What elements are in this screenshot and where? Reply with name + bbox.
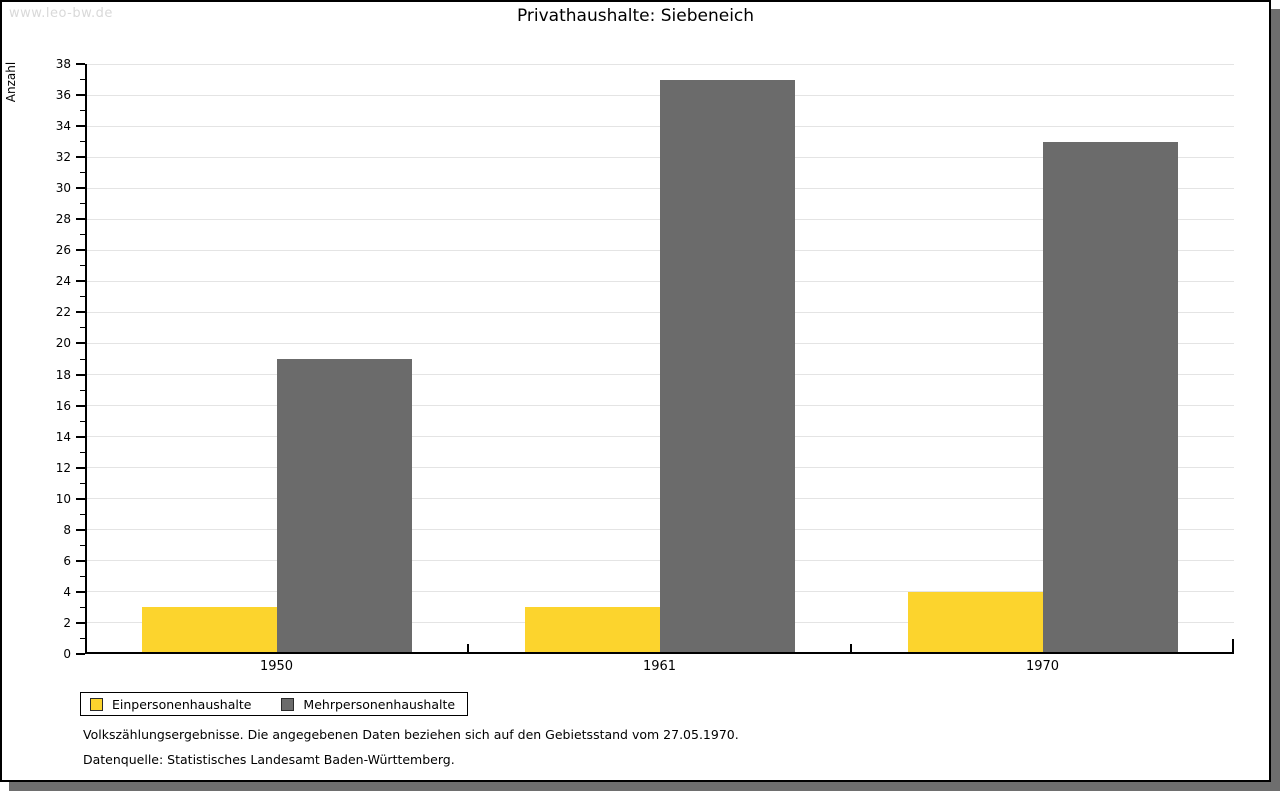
y-minor-tick-5 xyxy=(80,575,85,577)
y-tick-label-4: 4 xyxy=(63,584,71,599)
y-minor-tick-9 xyxy=(80,513,85,515)
gridline-38 xyxy=(87,63,1234,65)
y-tick-label-6: 6 xyxy=(63,553,71,568)
bar-mehrpersonenhaushalte-1950 xyxy=(276,359,412,654)
y-minor-tick-25 xyxy=(80,265,85,267)
watermark: www.leo-bw.de xyxy=(9,6,113,21)
legend: Einpersonenhaushalte Mehrpersonenhaushal… xyxy=(80,692,469,716)
y-tick-20 xyxy=(76,342,85,345)
y-tick-label-20: 20 xyxy=(55,336,71,351)
plot-area: 0 2 4 6 8 10 12 14 16 18 20 22 24 26 28 30 32 34 36 38 1950 1… xyxy=(56,57,1234,674)
y-tick-2 xyxy=(76,621,85,624)
y-minor-tick-31 xyxy=(80,172,85,174)
y-minor-tick-19 xyxy=(80,358,85,360)
bar-einpersonenhaushalte-1961 xyxy=(524,607,660,654)
y-tick-label-10: 10 xyxy=(55,491,71,506)
x-axis-line xyxy=(85,652,1234,654)
legend-label-einpersonenhaushalte: Einpersonenhaushalte xyxy=(112,696,252,712)
y-tick-label-16: 16 xyxy=(55,398,71,413)
y-minor-tick-35 xyxy=(80,110,85,112)
x-category-label-1970: 1970 xyxy=(1025,659,1060,674)
y-tick-label-30: 30 xyxy=(55,181,71,196)
footnote-line1: Volkszählungsergebnisse. Die angegebenen… xyxy=(83,727,739,742)
y-minor-tick-3 xyxy=(80,606,85,608)
y-minor-tick-13 xyxy=(80,451,85,453)
y-minor-tick-29 xyxy=(80,203,85,205)
y-tick-30 xyxy=(76,187,85,190)
y-tick-label-8: 8 xyxy=(63,522,71,537)
y-tick-22 xyxy=(76,311,85,314)
y-tick-8 xyxy=(76,528,85,531)
y-tick-label-36: 36 xyxy=(55,88,71,103)
bar-mehrpersonenhaushalte-1961 xyxy=(659,79,795,654)
legend-item-mehrpersonenhaushalte: Mehrpersonenhaushalte xyxy=(281,697,455,712)
y-minor-tick-15 xyxy=(80,420,85,422)
y-tick-label-26: 26 xyxy=(55,243,71,258)
y-minor-tick-23 xyxy=(80,296,85,298)
x-boundary-tick-1 xyxy=(467,644,469,652)
y-tick-label-18: 18 xyxy=(55,367,71,382)
y-tick-14 xyxy=(76,435,85,438)
y-minor-tick-7 xyxy=(80,544,85,546)
y-minor-tick-33 xyxy=(80,141,85,143)
footnote-line2: Datenquelle: Statistisches Landesamt Bad… xyxy=(83,752,455,767)
y-tick-38 xyxy=(76,63,85,65)
y-tick-label-0: 0 xyxy=(63,647,71,661)
y-tick-label-14: 14 xyxy=(55,429,71,444)
y-minor-tick-27 xyxy=(80,234,85,236)
legend-item-einpersonenhaushalte: Einpersonenhaushalte xyxy=(90,697,251,712)
y-tick-34 xyxy=(76,125,85,128)
y-tick-0 xyxy=(76,653,85,655)
y-axis-title: Anzahl xyxy=(4,61,18,103)
x-boundary-tick-2 xyxy=(850,644,852,652)
y-tick-24 xyxy=(76,280,85,283)
bar-mehrpersonenhaushalte-1970 xyxy=(1042,141,1178,654)
y-tick-label-24: 24 xyxy=(55,274,71,289)
y-tick-28 xyxy=(76,218,85,221)
y-tick-32 xyxy=(76,156,85,159)
y-minor-tick-1 xyxy=(80,637,85,639)
y-tick-12 xyxy=(76,466,85,469)
y-tick-18 xyxy=(76,373,85,376)
legend-swatch-mehrpersonenhaushalte xyxy=(281,697,295,711)
x-category-label-1950: 1950 xyxy=(259,659,294,674)
x-axis-end-tick xyxy=(1232,639,1234,652)
y-tick-label-2: 2 xyxy=(63,615,71,630)
y-minor-tick-11 xyxy=(80,482,85,484)
legend-label-mehrpersonenhaushalte: Mehrpersonenhaushalte xyxy=(303,696,456,712)
y-tick-16 xyxy=(76,404,85,407)
x-category-label-1961: 1961 xyxy=(642,659,677,674)
y-minor-tick-17 xyxy=(80,389,85,391)
y-tick-36 xyxy=(76,94,85,97)
bar-einpersonenhaushalte-1970 xyxy=(907,591,1043,654)
y-tick-label-12: 12 xyxy=(55,460,71,475)
y-tick-26 xyxy=(76,249,85,252)
y-tick-label-38: 38 xyxy=(55,57,71,71)
y-tick-10 xyxy=(76,497,85,500)
legend-swatch-einpersonenhaushalte xyxy=(90,697,103,711)
y-axis-line xyxy=(85,64,87,654)
y-tick-label-34: 34 xyxy=(55,119,71,134)
chart-title: Privathaushalte: Siebeneich xyxy=(516,6,755,26)
y-minor-tick-37 xyxy=(80,79,85,81)
y-tick-4 xyxy=(76,590,85,593)
y-minor-tick-21 xyxy=(80,327,85,329)
y-tick-label-32: 32 xyxy=(55,150,71,165)
bar-einpersonenhaushalte-1950 xyxy=(141,607,277,654)
y-tick-label-28: 28 xyxy=(55,212,71,227)
y-tick-6 xyxy=(76,559,85,562)
y-tick-label-22: 22 xyxy=(55,305,71,320)
